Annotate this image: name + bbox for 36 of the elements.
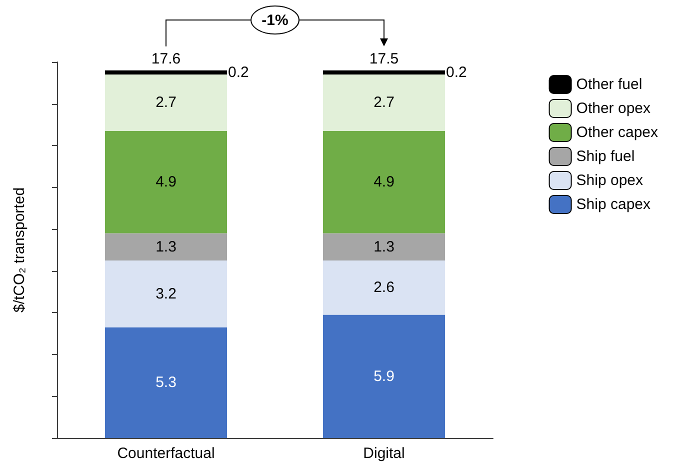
- legend-label: Other capex: [576, 124, 658, 141]
- data-label: 3.2: [156, 285, 176, 302]
- data-label: 2.6: [374, 279, 394, 296]
- data-label: 2.7: [156, 94, 176, 112]
- legend-label: Other opex: [576, 100, 651, 117]
- bar: [323, 314, 445, 438]
- bar: [105, 70, 227, 75]
- legend-label: Ship fuel: [576, 148, 635, 165]
- data-label: 5.9: [374, 368, 394, 385]
- x-tick-label: Digital: [363, 445, 405, 462]
- bar: [323, 260, 445, 315]
- y-axis-title: $/tCO₂ transported: [11, 187, 28, 313]
- text: -1%: [262, 12, 288, 29]
- bar: [323, 233, 445, 260]
- data-label: 0.2: [446, 64, 467, 81]
- data-label: 1.3: [374, 238, 394, 256]
- legend-label: Ship opex: [576, 172, 644, 189]
- data-label: 1.3: [156, 238, 176, 256]
- bar: [105, 233, 227, 260]
- data-label: 4.9: [156, 174, 176, 191]
- data-label: 5.3: [156, 374, 176, 392]
- total-label: 17.5: [369, 50, 399, 68]
- bar: [105, 74, 227, 131]
- data-label: 2.7: [374, 94, 394, 112]
- x-tick-label: Counterfactual: [117, 445, 215, 462]
- bar: [323, 130, 445, 234]
- legend-label: Other fuel: [576, 76, 642, 93]
- data-label: 0.2: [228, 64, 249, 81]
- bar: [105, 130, 227, 234]
- legend-label: Ship capex: [576, 196, 652, 213]
- bar: [323, 74, 445, 131]
- bar: [323, 70, 445, 75]
- bar: [105, 327, 227, 438]
- total-label: 17.6: [151, 50, 181, 68]
- bar: [105, 260, 227, 328]
- data-label: 4.9: [374, 174, 394, 191]
